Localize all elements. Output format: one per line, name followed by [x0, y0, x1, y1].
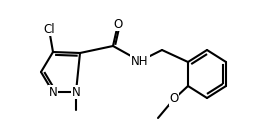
Text: O: O	[113, 18, 123, 31]
Text: O: O	[169, 93, 179, 106]
Text: N: N	[49, 86, 57, 99]
Text: NH: NH	[131, 54, 149, 67]
Text: Cl: Cl	[43, 23, 55, 36]
Text: N: N	[72, 86, 80, 99]
